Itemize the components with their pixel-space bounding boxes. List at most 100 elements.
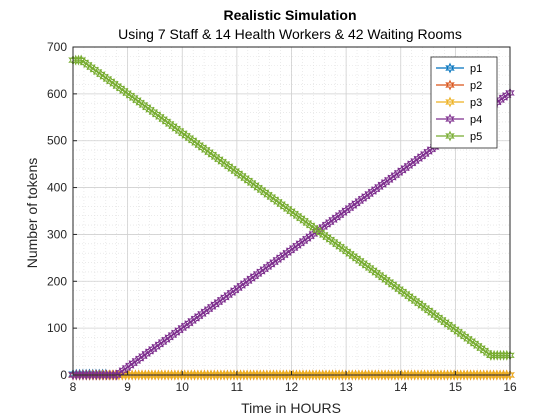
data-point-p4 <box>249 270 260 282</box>
y-tick-label: 0 <box>60 368 67 382</box>
data-point-p4 <box>305 230 315 242</box>
x-tick-label: 14 <box>394 380 408 394</box>
data-point-p4 <box>344 202 355 214</box>
data-point-p4 <box>200 306 210 317</box>
data-point-p4 <box>144 346 155 357</box>
legend: p1 p2 p3 p4 p5 <box>430 56 498 149</box>
data-point-p4 <box>347 200 358 212</box>
chart-title: Realistic Simulation <box>223 7 356 23</box>
data-point-p4 <box>498 92 509 104</box>
y-axis-label: Number of tokens <box>24 158 40 269</box>
data-point-p4 <box>328 214 338 226</box>
data-point-p4 <box>125 360 135 372</box>
data-point-p4 <box>164 331 174 343</box>
y-tick-label: 100 <box>47 321 67 335</box>
data-point-p4 <box>393 167 404 179</box>
data-point-p4 <box>223 289 233 301</box>
data-point-p4 <box>157 336 168 348</box>
legend-marker <box>445 130 455 142</box>
legend-label: p5 <box>470 131 482 143</box>
data-point-p4 <box>203 303 214 315</box>
data-point-p4 <box>321 219 332 230</box>
series-line-p5 <box>73 59 510 356</box>
data-point-p4 <box>338 207 348 219</box>
data-point-p4 <box>121 362 132 374</box>
data-point-p4 <box>400 162 410 174</box>
data-point-p4 <box>154 339 165 350</box>
x-tick-label: 15 <box>449 380 463 394</box>
legend-marker <box>445 79 455 91</box>
data-point-p4 <box>406 158 417 169</box>
data-point-p4 <box>256 266 266 278</box>
data-point-p4 <box>187 315 197 327</box>
legend-marker <box>445 62 455 74</box>
x-tick-label: 11 <box>231 380 244 394</box>
data-point-p4 <box>151 341 161 353</box>
data-point-p4 <box>220 291 230 303</box>
data-point-p4 <box>141 348 151 360</box>
data-point-p4 <box>367 186 378 198</box>
data-point-p4 <box>302 233 312 245</box>
data-point-p4 <box>239 277 250 289</box>
data-point-p4 <box>354 195 364 207</box>
data-point-p4 <box>161 334 171 346</box>
data-point-p4 <box>390 169 400 181</box>
legend-item-p1: p1 <box>436 62 482 75</box>
legend-label: p2 <box>470 80 482 92</box>
data-point-p4 <box>262 261 273 273</box>
data-point-p4 <box>308 228 319 240</box>
data-point-p4 <box>279 249 289 261</box>
data-point-p4 <box>207 301 217 313</box>
legend-marker <box>445 113 455 125</box>
legend-item-p2: p2 <box>436 79 482 92</box>
data-point-p4 <box>197 308 207 320</box>
data-point-p4 <box>288 242 299 254</box>
data-point-p4 <box>374 181 384 193</box>
data-point-p4 <box>413 153 423 165</box>
y-tick-label: 400 <box>47 181 67 195</box>
data-point-p4 <box>387 172 397 183</box>
data-point-p4 <box>210 299 220 310</box>
data-point-p4 <box>243 275 253 287</box>
data-point-p4 <box>420 148 430 160</box>
data-point-p4 <box>357 193 368 205</box>
y-tick-label: 500 <box>47 134 67 148</box>
data-point-p4 <box>167 329 178 341</box>
data-point-p4 <box>213 296 224 308</box>
data-point-p4 <box>180 320 191 332</box>
data-point-p4 <box>351 197 361 209</box>
x-tick-label: 8 <box>70 380 77 394</box>
data-point-p4 <box>272 254 282 266</box>
data-point-p4 <box>226 287 237 299</box>
data-point-p4 <box>177 322 187 334</box>
data-point-p4 <box>216 294 227 306</box>
data-point-p4 <box>236 280 246 292</box>
data-point-p4 <box>370 183 381 195</box>
y-axis-ticks: 0 100 200 300 400 500 600 700 <box>47 40 77 382</box>
x-axis-ticks: 8 9 10 11 12 13 14 15 16 <box>70 371 517 394</box>
data-point-p4 <box>174 324 184 336</box>
legend-item-p3: p3 <box>436 96 482 109</box>
x-tick-label: 13 <box>339 380 353 394</box>
x-tick-label: 16 <box>503 380 517 394</box>
data-point-p4 <box>361 190 371 202</box>
data-point-p4 <box>292 240 302 252</box>
data-point-p4 <box>269 256 279 268</box>
data-point-p4 <box>134 353 145 364</box>
data-point-p3 <box>505 369 515 381</box>
x-tick-label: 10 <box>176 380 190 394</box>
data-point-p4 <box>233 282 243 294</box>
data-point-p4 <box>416 150 427 162</box>
legend-item-p5: p5 <box>436 130 482 143</box>
data-point-p4 <box>108 369 119 381</box>
data-point-p4 <box>148 343 158 355</box>
data-point-p4 <box>410 155 420 167</box>
legend-marker <box>445 96 455 108</box>
data-point-p4 <box>325 216 335 228</box>
data-point-p4 <box>170 327 181 339</box>
chart-subtitle: Using 7 Staff & 14 Health Workers & 42 W… <box>118 26 462 42</box>
data-point-p4 <box>377 179 387 191</box>
data-point-p4 <box>259 263 269 275</box>
data-point-p4 <box>138 350 148 362</box>
